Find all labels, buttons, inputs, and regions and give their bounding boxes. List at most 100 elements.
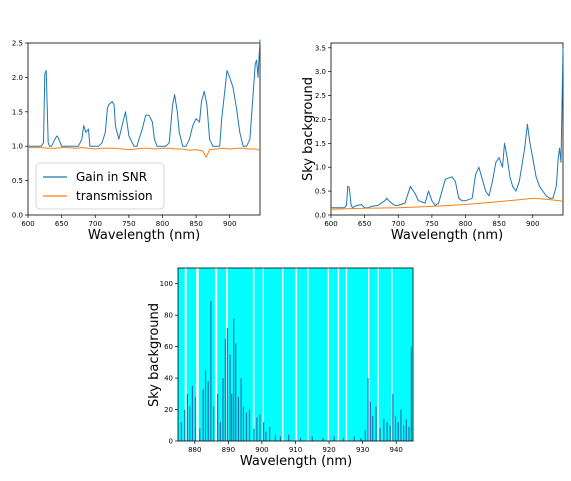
x-tick-label: 910 bbox=[289, 446, 302, 454]
bar bbox=[379, 428, 381, 441]
y-tick-label: 40 bbox=[164, 375, 173, 383]
white-band bbox=[337, 268, 340, 441]
x-axis-label: Wavelength (nm) bbox=[391, 228, 503, 243]
y-tick-label: 2.5 bbox=[12, 40, 23, 48]
x-tick-label: 850 bbox=[492, 220, 505, 228]
y-tick-label: 2.0 bbox=[315, 116, 326, 124]
white-band bbox=[282, 268, 284, 441]
bar bbox=[229, 354, 231, 441]
legend-box bbox=[35, 162, 165, 210]
chart-sky-background: 600 650 700 750 800 850 900 0.0 0.5 1.0 1.5 2.0 2.5… bbox=[301, 42, 564, 243]
bar bbox=[233, 318, 235, 441]
bar bbox=[235, 343, 237, 441]
bar bbox=[186, 393, 188, 441]
y-axis-label: Sky background bbox=[147, 303, 162, 407]
bar bbox=[207, 381, 209, 441]
bar bbox=[274, 434, 276, 441]
y-tick-label: 2.0 bbox=[12, 74, 23, 82]
y-tick-label: 3.0 bbox=[315, 68, 326, 76]
chart-gain-snr: 600 650 700 750 800 850 900 0.0 0.5 1.0 1.5 2.0 2.5… bbox=[12, 39, 261, 243]
bar bbox=[342, 437, 345, 441]
white-band bbox=[262, 268, 264, 441]
x-tick-label: 700 bbox=[392, 220, 405, 228]
x-tick-label: 900 bbox=[526, 220, 539, 228]
y-tick-label: 60 bbox=[164, 343, 173, 351]
bar bbox=[212, 406, 215, 441]
bar bbox=[367, 378, 369, 441]
x-axis-label: Wavelength (nm) bbox=[88, 228, 200, 243]
bar bbox=[389, 425, 391, 441]
bar bbox=[256, 417, 258, 441]
white-band bbox=[295, 268, 298, 441]
bar bbox=[410, 346, 412, 441]
x-ticks: 600 650 700 750 800 850 900 bbox=[21, 215, 236, 228]
bar bbox=[194, 396, 197, 441]
y-ticks: 0.0 0.5 1.0 1.5 2.0 2.5 3.0 3.5 bbox=[315, 44, 331, 220]
legend-label-gain: Gain in SNR bbox=[76, 170, 147, 184]
bar bbox=[180, 422, 182, 441]
bar bbox=[222, 378, 224, 441]
white-band bbox=[327, 268, 330, 441]
x-tick-label: 700 bbox=[89, 220, 102, 228]
bar bbox=[394, 415, 397, 441]
bar bbox=[299, 437, 302, 441]
bar bbox=[322, 437, 324, 441]
bar bbox=[405, 418, 407, 441]
y-tick-label: 1.0 bbox=[12, 143, 23, 151]
y-tick-label: 20 bbox=[164, 406, 173, 414]
bar bbox=[386, 422, 388, 441]
x-tick-label: 850 bbox=[189, 220, 202, 228]
x-axis-label: Wavelength (nm) bbox=[240, 454, 352, 469]
bar bbox=[259, 414, 261, 441]
bar bbox=[204, 370, 207, 441]
white-band bbox=[196, 268, 199, 441]
series-line-1 bbox=[330, 197, 564, 210]
y-tick-label: 0 bbox=[169, 438, 173, 446]
x-ticks: 600 650 700 750 800 850 900 bbox=[324, 215, 539, 228]
bar bbox=[360, 437, 362, 441]
bar bbox=[265, 431, 267, 441]
bar bbox=[383, 418, 385, 441]
bars bbox=[180, 301, 412, 441]
y-tick-label: 0.0 bbox=[315, 212, 326, 220]
white-band bbox=[391, 268, 393, 441]
series-line-1 bbox=[28, 147, 261, 158]
y-tick-label: 2.5 bbox=[315, 92, 326, 100]
chart-sky-background-zoom: 880 890 900 910 920 930 940 0 20 40 60 80 100 Wavel… bbox=[147, 267, 414, 469]
series-lines bbox=[28, 39, 261, 158]
bar bbox=[184, 409, 186, 441]
bar bbox=[237, 396, 240, 441]
x-tick-label: 600 bbox=[324, 220, 337, 228]
x-tick-label: 900 bbox=[255, 446, 268, 454]
bar bbox=[372, 415, 374, 441]
bar bbox=[224, 338, 226, 441]
y-tick-label: 1.0 bbox=[315, 164, 326, 172]
x-tick-label: 750 bbox=[425, 220, 438, 228]
y-tick-label: 100 bbox=[160, 280, 173, 288]
y-tick-label: 80 bbox=[164, 312, 173, 320]
bar bbox=[217, 393, 219, 441]
bar bbox=[375, 406, 377, 441]
bar bbox=[369, 401, 371, 441]
bar bbox=[202, 389, 204, 441]
bar bbox=[242, 406, 245, 441]
bar bbox=[279, 436, 281, 441]
bar bbox=[199, 428, 201, 441]
bar bbox=[364, 429, 366, 441]
white-band bbox=[214, 268, 218, 441]
x-ticks: 880 890 900 910 920 930 940 bbox=[188, 441, 403, 454]
y-tick-label: 1.5 bbox=[12, 108, 23, 116]
bar bbox=[245, 412, 248, 441]
series-lines bbox=[330, 47, 564, 210]
bar bbox=[231, 393, 233, 441]
x-tick-label: 900 bbox=[223, 220, 236, 228]
y-ticks: 0 20 40 60 80 100 bbox=[160, 280, 178, 446]
bar bbox=[403, 425, 405, 441]
y-tick-label: 3.5 bbox=[315, 44, 326, 52]
white-band bbox=[345, 268, 348, 441]
x-tick-label: 800 bbox=[156, 220, 169, 228]
x-tick-label: 800 bbox=[459, 220, 472, 228]
bar bbox=[263, 422, 265, 441]
bar bbox=[353, 436, 355, 441]
x-tick-label: 650 bbox=[55, 220, 68, 228]
